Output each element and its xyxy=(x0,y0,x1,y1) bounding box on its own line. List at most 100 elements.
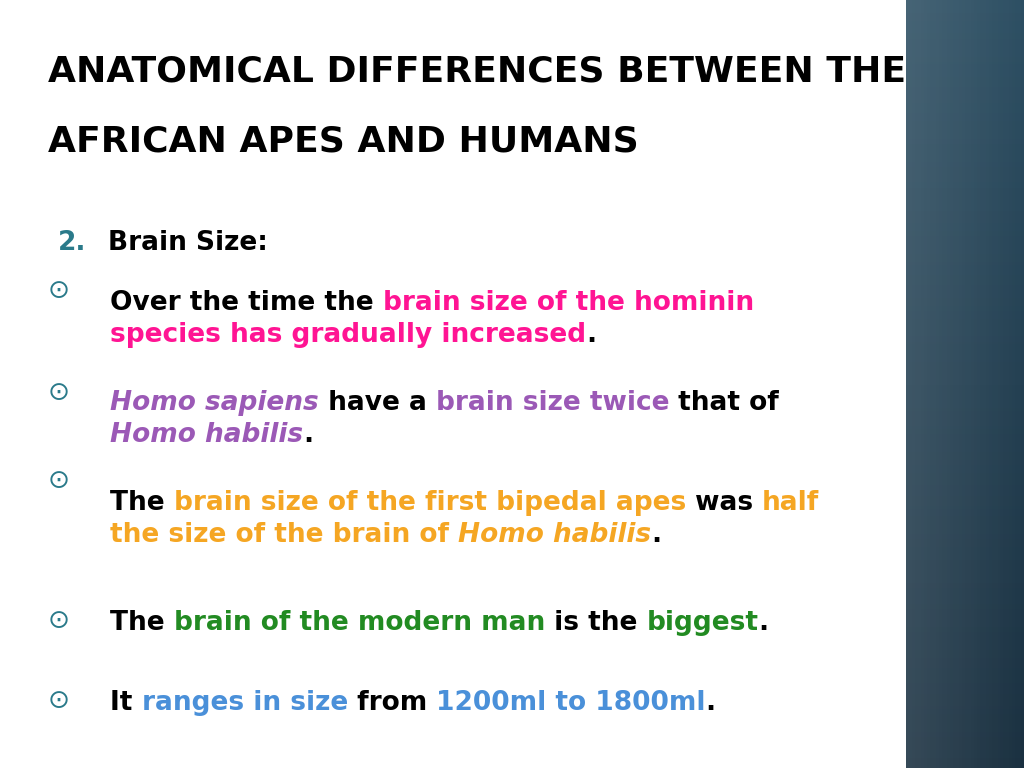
Text: ranges in size: ranges in size xyxy=(141,690,348,716)
Bar xyxy=(906,59,1024,63)
Bar xyxy=(906,283,1024,286)
Bar xyxy=(906,88,1024,91)
Bar xyxy=(918,0,921,768)
Bar xyxy=(906,126,1024,130)
Bar xyxy=(906,727,1024,730)
Bar xyxy=(906,722,1024,725)
Bar xyxy=(906,288,1024,291)
Bar xyxy=(906,218,1024,222)
Bar xyxy=(906,18,1024,22)
Bar xyxy=(906,426,1024,430)
Text: It: It xyxy=(110,690,141,716)
Bar xyxy=(906,342,1024,345)
Bar xyxy=(906,195,1024,199)
Text: 2.: 2. xyxy=(58,230,86,256)
Bar xyxy=(906,36,1024,39)
Bar xyxy=(971,0,974,768)
Text: species has gradually increased: species has gradually increased xyxy=(110,322,586,348)
Bar xyxy=(906,634,1024,638)
Bar xyxy=(906,33,1024,37)
Bar xyxy=(906,676,1024,679)
Bar xyxy=(906,511,1024,515)
Bar xyxy=(906,372,1024,376)
Text: Over the time the: Over the time the xyxy=(110,290,383,316)
Bar xyxy=(906,82,1024,86)
Bar xyxy=(906,539,1024,543)
Bar xyxy=(906,100,1024,104)
Bar xyxy=(906,131,1024,134)
Bar xyxy=(906,604,1024,607)
Bar xyxy=(906,57,1024,60)
Bar xyxy=(909,0,912,768)
Bar xyxy=(906,452,1024,455)
Bar xyxy=(924,0,927,768)
Bar xyxy=(906,701,1024,705)
Bar xyxy=(953,0,956,768)
Bar xyxy=(906,237,1024,240)
Bar xyxy=(980,0,983,768)
Text: the size of the brain of: the size of the brain of xyxy=(110,522,458,548)
Bar xyxy=(906,542,1024,545)
Bar xyxy=(906,737,1024,741)
Bar xyxy=(906,437,1024,440)
Bar xyxy=(906,680,1024,684)
Bar xyxy=(906,2,1024,6)
Bar xyxy=(939,0,942,768)
Bar xyxy=(906,141,1024,145)
Bar xyxy=(947,0,950,768)
Bar xyxy=(906,270,1024,273)
Bar xyxy=(906,743,1024,746)
Bar xyxy=(906,233,1024,237)
Bar xyxy=(906,84,1024,88)
Bar xyxy=(906,300,1024,304)
Bar xyxy=(906,336,1024,340)
Bar xyxy=(906,673,1024,677)
Bar xyxy=(906,378,1024,381)
Bar xyxy=(906,717,1024,720)
Bar xyxy=(906,121,1024,124)
Bar xyxy=(906,172,1024,176)
Bar xyxy=(906,424,1024,427)
Bar xyxy=(906,519,1024,522)
Bar xyxy=(906,257,1024,260)
Text: from: from xyxy=(348,690,436,716)
Bar xyxy=(906,116,1024,119)
Bar xyxy=(906,90,1024,94)
Bar xyxy=(906,118,1024,121)
Bar xyxy=(906,472,1024,476)
Text: AFRICAN APES AND HUMANS: AFRICAN APES AND HUMANS xyxy=(48,125,639,159)
Bar xyxy=(906,504,1024,507)
Text: .: . xyxy=(759,610,769,636)
Bar xyxy=(906,562,1024,566)
Bar xyxy=(906,308,1024,312)
Bar xyxy=(906,267,1024,270)
Bar xyxy=(906,319,1024,322)
Bar xyxy=(906,696,1024,700)
Bar xyxy=(956,0,959,768)
Bar xyxy=(906,596,1024,600)
Bar xyxy=(906,28,1024,31)
Bar xyxy=(906,581,1024,584)
Bar xyxy=(906,375,1024,379)
Bar xyxy=(983,0,986,768)
Bar xyxy=(1000,0,1004,768)
Bar xyxy=(968,0,971,768)
Bar xyxy=(906,493,1024,497)
Bar xyxy=(906,568,1024,571)
Bar xyxy=(906,531,1024,535)
Text: ⊙: ⊙ xyxy=(48,608,70,634)
Bar xyxy=(906,547,1024,551)
Bar xyxy=(906,10,1024,14)
Bar xyxy=(906,170,1024,173)
Text: is the: is the xyxy=(545,610,646,636)
Bar xyxy=(906,38,1024,42)
Bar xyxy=(906,357,1024,361)
Bar xyxy=(906,442,1024,445)
Bar xyxy=(906,419,1024,422)
Bar xyxy=(906,388,1024,392)
Bar xyxy=(906,77,1024,81)
Bar xyxy=(906,0,1024,4)
Bar xyxy=(906,69,1024,73)
Bar xyxy=(942,0,944,768)
Bar xyxy=(906,508,1024,512)
